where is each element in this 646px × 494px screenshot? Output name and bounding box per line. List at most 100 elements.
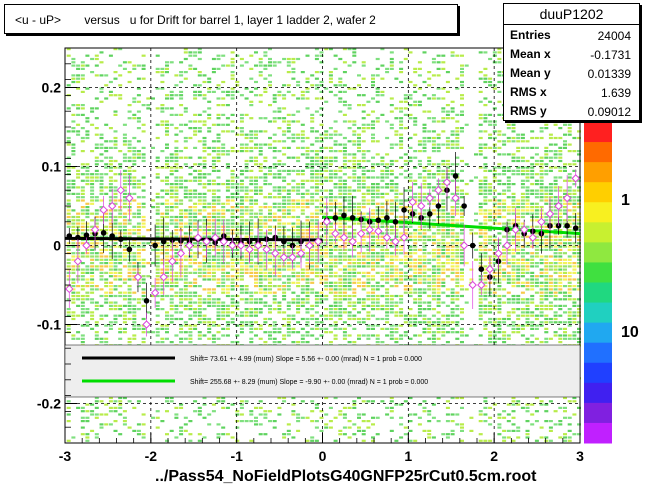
density-cell (85, 252, 90, 255)
density-cell (286, 64, 291, 67)
density-cell (427, 159, 432, 163)
density-cell (310, 291, 315, 294)
density-cell (244, 311, 249, 314)
density-cell (118, 294, 123, 298)
density-cell (366, 324, 371, 327)
density-cell (460, 252, 464, 255)
density-cell (174, 232, 179, 235)
density-cell (431, 136, 436, 140)
density-cell (375, 238, 380, 242)
density-cell (165, 225, 169, 228)
density-cell (108, 80, 113, 84)
density-cell (136, 268, 141, 271)
density-cell (422, 255, 427, 258)
density-cell (305, 235, 310, 238)
density-cell (244, 212, 249, 215)
density-cell (174, 416, 179, 419)
density-cell (441, 67, 446, 70)
density-cell (338, 77, 343, 80)
density-cell (319, 281, 324, 284)
density-cell (357, 127, 361, 130)
density-cell (183, 107, 188, 110)
density-cell (216, 301, 221, 304)
density-cell (113, 278, 118, 281)
density-cell (277, 331, 282, 334)
density-cell (244, 163, 249, 166)
density-cell (174, 74, 179, 77)
density-cell (427, 337, 432, 340)
density-cell (263, 196, 268, 199)
density-cell (132, 183, 137, 186)
density-cell (141, 206, 146, 209)
density-cell (478, 71, 483, 74)
density-cell (357, 84, 361, 87)
density-cell (179, 199, 184, 202)
density-cell (113, 235, 118, 238)
density-cell (141, 67, 146, 70)
density-cell (193, 308, 198, 311)
density-cell (286, 229, 291, 232)
density-cell (174, 248, 179, 251)
density-cell (193, 133, 198, 136)
density-cell (272, 219, 277, 222)
density-cell (230, 285, 235, 288)
density-cell (375, 140, 380, 143)
density-cell (422, 123, 427, 126)
density-cell (455, 206, 460, 209)
density-cell (211, 271, 216, 274)
density-cell (445, 262, 450, 265)
density-cell (408, 317, 413, 321)
density-cell (399, 416, 404, 419)
density-cell (235, 222, 240, 225)
density-cell (155, 327, 160, 330)
density-cell (268, 278, 272, 281)
density-cell (230, 199, 235, 202)
density-cell (338, 429, 343, 432)
density-cell (399, 166, 404, 169)
density-cell (310, 255, 315, 258)
density-cell (417, 298, 422, 301)
density-cell (174, 252, 179, 255)
density-cell (460, 212, 464, 215)
density-cell (155, 87, 160, 90)
density-cell (445, 143, 450, 146)
density-cell (445, 80, 450, 84)
density-cell (296, 199, 301, 202)
density-cell (202, 74, 207, 77)
density-cell (113, 113, 118, 116)
density-cell (282, 222, 287, 225)
density-cell (375, 294, 380, 298)
density-cell (380, 113, 385, 116)
density-cell (225, 304, 230, 307)
density-cell (333, 291, 338, 294)
density-cell (179, 294, 184, 298)
density-cell (300, 271, 305, 274)
density-cell (90, 225, 95, 228)
density-cell (291, 57, 296, 61)
density-cell (375, 285, 380, 288)
density-cell (333, 324, 338, 327)
density-cell (211, 57, 216, 61)
density-cell (422, 262, 427, 265)
density-cell (99, 199, 104, 202)
density-cell (352, 294, 357, 298)
density-cell (478, 100, 483, 103)
density-cell (155, 196, 160, 199)
density-cell (193, 255, 198, 258)
density-cell (146, 97, 151, 100)
density-cell (399, 133, 404, 136)
density-cell (113, 77, 118, 80)
density-cell (338, 248, 343, 251)
density-cell (71, 334, 76, 337)
density-cell (122, 222, 127, 225)
density-cell (254, 163, 258, 166)
density-cell (155, 176, 160, 179)
density-cell (104, 84, 109, 87)
density-cell (478, 298, 483, 301)
density-cell (366, 100, 371, 103)
density-cell (244, 133, 249, 136)
density-cell (239, 215, 244, 219)
density-cell (342, 104, 347, 107)
density-cell (445, 258, 450, 261)
density-cell (183, 331, 188, 334)
